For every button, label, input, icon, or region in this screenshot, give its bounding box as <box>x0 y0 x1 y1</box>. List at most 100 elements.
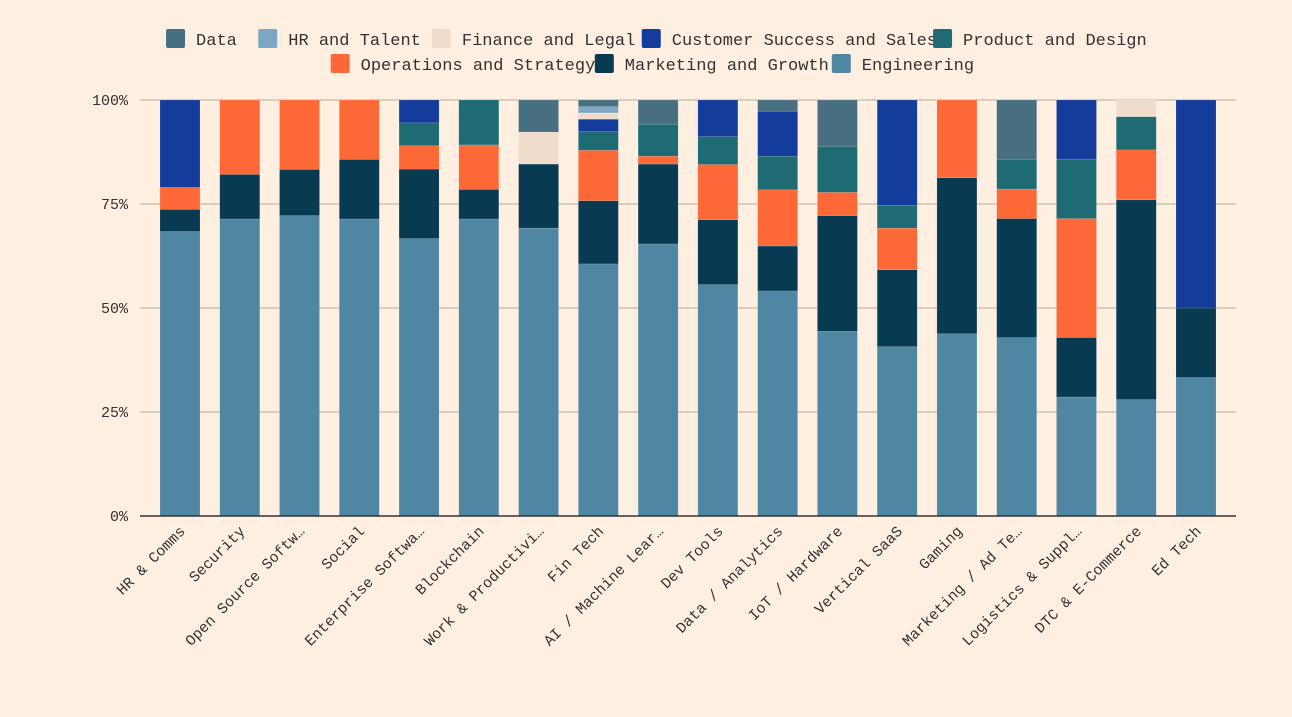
bar-stack <box>996 99 1037 517</box>
bar-segment <box>1115 199 1157 400</box>
bar-segment <box>398 145 440 170</box>
x-tick-label: HR & Comms <box>114 524 190 600</box>
legend-swatch <box>258 29 278 48</box>
bar-segment <box>458 144 500 190</box>
bar-stack <box>398 99 440 517</box>
bar-segment <box>159 187 201 210</box>
bar-segment <box>757 245 798 292</box>
x-tick-label: Security <box>186 524 249 587</box>
bar-segment <box>757 189 798 247</box>
bar-segment <box>697 164 739 221</box>
x-tick-label: AI / Machine Lear… <box>541 524 668 651</box>
bar-segment <box>817 215 858 332</box>
bar-stack <box>936 99 978 517</box>
bar-segment <box>996 99 1037 160</box>
x-tick-label: Open Source Softw… <box>182 524 309 651</box>
bar-segment <box>159 209 201 232</box>
bar-segment <box>1115 99 1157 117</box>
x-tick-label: Data / Analytics <box>673 524 787 638</box>
bar-segment <box>1175 377 1217 517</box>
bar-stack <box>637 99 679 517</box>
bar-segment <box>518 131 559 165</box>
legend-item: Operations and Strategy <box>330 54 596 76</box>
bar-segment <box>637 163 679 245</box>
bar-stack <box>697 99 739 517</box>
bar-stack <box>159 99 201 517</box>
x-tick-label: Marketing / Ad Te… <box>900 524 1027 651</box>
bar-segment <box>1056 396 1097 517</box>
bar-segment <box>817 145 858 193</box>
bar-segment <box>398 168 440 239</box>
legend-label: Engineering <box>862 57 974 76</box>
bar-segment <box>1056 337 1097 398</box>
legend-label: Operations and Strategy <box>361 57 596 76</box>
x-tick-label: Ed Tech <box>1149 524 1206 581</box>
bar-segment <box>159 99 201 188</box>
bar-segment <box>1115 116 1157 151</box>
bar-segment <box>817 192 858 216</box>
bar-segment <box>637 99 679 125</box>
bar-segment <box>996 159 1037 190</box>
legend-swatch <box>933 29 953 48</box>
bar-segment <box>876 227 918 270</box>
bar-segment <box>697 136 739 165</box>
legend-swatch <box>641 29 661 48</box>
legend-label: Finance and Legal <box>462 32 635 51</box>
y-tick-label: 25% <box>101 405 129 422</box>
legend-item: Data <box>166 29 237 51</box>
bar-segment <box>876 204 918 229</box>
bar-segment <box>637 123 679 157</box>
legend-label: Data <box>196 32 237 51</box>
legend-item: Customer Success and Sales <box>641 29 937 51</box>
bar-segment <box>1175 99 1217 309</box>
bar-segment <box>398 238 440 517</box>
bar-segment <box>876 346 918 517</box>
bar-segment <box>219 99 261 175</box>
bar-segment <box>578 99 619 107</box>
x-tick-label: Gaming <box>916 524 966 574</box>
y-tick-label: 0% <box>110 509 129 526</box>
bar-segment <box>458 189 500 220</box>
bar-segment <box>339 99 380 160</box>
bar-segment <box>757 155 798 191</box>
bar-segment <box>876 99 918 206</box>
bar-segment <box>697 284 739 517</box>
bar-segment <box>219 218 261 517</box>
bar-segment <box>578 200 619 265</box>
bar-stack <box>578 99 619 517</box>
bar-segment <box>398 122 440 147</box>
bar-segment <box>996 218 1037 338</box>
bar-segment <box>578 112 619 120</box>
bar-segment <box>518 99 559 133</box>
legend-swatch <box>330 54 350 73</box>
legend-label: Marketing and Growth <box>625 57 829 76</box>
bar-segment <box>339 159 380 220</box>
legend-item: Product and Design <box>933 29 1147 51</box>
bar-segment <box>458 99 500 146</box>
bar-segment <box>817 331 858 517</box>
x-tick-label: Logistics & Suppl… <box>959 524 1086 651</box>
bar-segment <box>697 99 739 137</box>
bar-segment <box>339 218 380 517</box>
legend-label: Product and Design <box>963 32 1147 51</box>
bar-segment <box>578 131 619 151</box>
legend-label: HR and Talent <box>288 32 421 51</box>
x-tick-label: DTC & E-Commerce <box>1032 524 1146 638</box>
legend-item: Finance and Legal <box>431 29 635 51</box>
bar-segment <box>817 99 858 147</box>
legend-swatch <box>166 29 186 48</box>
x-tick-label: Enterprise Softwa… <box>302 524 429 651</box>
grid <box>140 99 1236 413</box>
bar-segment <box>1175 307 1217 378</box>
bar-segment <box>876 269 918 347</box>
x-tick-label: Fin Tech <box>545 524 608 587</box>
bar-stack <box>757 99 798 517</box>
bar-segment <box>578 150 619 201</box>
y-tick-label: 100% <box>92 93 129 110</box>
bars <box>159 99 1217 517</box>
legend-swatch <box>431 29 451 48</box>
bar-segment <box>578 118 619 132</box>
x-tick-label: Social <box>319 524 369 574</box>
